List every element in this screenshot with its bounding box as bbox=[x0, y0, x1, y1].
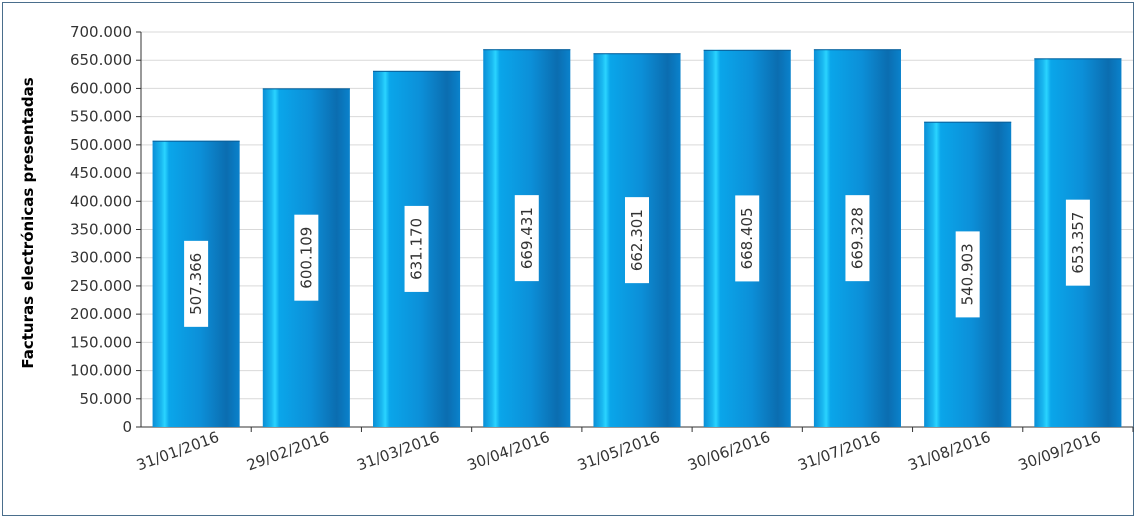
x-tick-label: 30/09/2016 bbox=[1016, 428, 1103, 474]
data-label: 631.170 bbox=[404, 205, 429, 292]
y-tick-label: 200.000 bbox=[70, 305, 132, 323]
data-label-text: 669.431 bbox=[518, 207, 536, 269]
data-label-text: 653.357 bbox=[1069, 212, 1087, 274]
data-label-box bbox=[404, 205, 429, 292]
y-tick-label: 400.000 bbox=[70, 192, 132, 210]
data-label-text: 600.109 bbox=[297, 227, 315, 289]
data-label-box bbox=[625, 197, 649, 284]
y-tick-label: 650.000 bbox=[70, 51, 132, 69]
data-label-box bbox=[294, 214, 319, 301]
y-tick-label: 50.000 bbox=[80, 390, 133, 408]
x-tick-label: 30/04/2016 bbox=[465, 428, 552, 474]
data-label-text: 662.301 bbox=[628, 209, 646, 271]
x-tick-label: 29/02/2016 bbox=[244, 428, 331, 474]
y-tick-label: 600.000 bbox=[70, 79, 132, 97]
data-label-text: 540.903 bbox=[959, 243, 977, 305]
data-label: 668.405 bbox=[735, 195, 760, 282]
data-label-text: 507.366 bbox=[187, 253, 205, 315]
x-tick-label: 31/01/2016 bbox=[134, 428, 221, 474]
data-label-text: 631.170 bbox=[408, 218, 426, 280]
data-label: 662.301 bbox=[625, 197, 649, 284]
data-label-box bbox=[955, 231, 980, 318]
y-tick-label: 100.000 bbox=[70, 362, 132, 380]
y-tick-label: 300.000 bbox=[70, 249, 132, 267]
data-label-box bbox=[1065, 199, 1090, 286]
data-label-box bbox=[184, 240, 209, 327]
data-label: 600.109 bbox=[294, 214, 319, 301]
data-label: 507.366 bbox=[184, 240, 209, 327]
data-label: 653.357 bbox=[1065, 199, 1090, 286]
x-tick-label: 31/08/2016 bbox=[906, 428, 993, 474]
bar-chart: 0 50.000 100.000 150.000 200.000 250.000 300.0… bbox=[19, 23, 1134, 474]
bars bbox=[152, 49, 1122, 428]
data-label: 669.431 bbox=[514, 195, 539, 282]
x-tick-label: 31/07/2016 bbox=[795, 428, 882, 474]
y-axis-title: Facturas electrónicas presentadas bbox=[19, 77, 37, 368]
data-label: 540.903 bbox=[955, 231, 980, 318]
data-label-box bbox=[735, 195, 760, 282]
y-tick-label: 700.000 bbox=[70, 23, 132, 41]
y-tick-label: 450.000 bbox=[70, 164, 132, 182]
data-label: 669.328 bbox=[845, 195, 870, 282]
data-label-text: 669.328 bbox=[848, 207, 866, 269]
data-label-box bbox=[845, 195, 870, 282]
y-tick-label: 350.000 bbox=[70, 221, 132, 239]
y-tick-label: 500.000 bbox=[70, 136, 132, 154]
data-labels: 507.366 600.109 631.170 669.431 662.301 668.4… bbox=[184, 195, 1090, 327]
x-tick-label: 31/03/2016 bbox=[355, 428, 442, 474]
y-tick-label: 250.000 bbox=[70, 277, 132, 295]
y-tick-label: 0 bbox=[122, 418, 132, 436]
data-label-box bbox=[514, 195, 539, 282]
data-label-text: 668.405 bbox=[738, 207, 756, 269]
y-tick-label: 550.000 bbox=[70, 108, 132, 126]
x-tick-label: 31/05/2016 bbox=[575, 428, 662, 474]
x-tick-label: 30/06/2016 bbox=[685, 428, 772, 474]
y-tick-label: 150.000 bbox=[70, 333, 132, 351]
